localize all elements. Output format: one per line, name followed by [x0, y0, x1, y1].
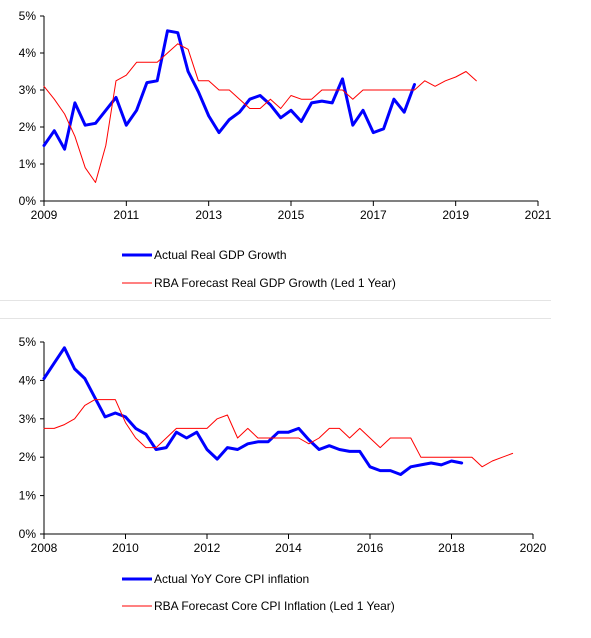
y-tick-label: 5% [19, 335, 37, 349]
legend-label: Actual YoY Core CPI inflation [154, 572, 309, 586]
core-cpi-chart-panel: 0% 1% 2% 3% 4% 5% 2008 2010 2012 2014 2016 2018 2020… [0, 318, 551, 637]
x-tick-label: 2009 [31, 208, 58, 222]
y-tick-label: 1% [19, 157, 37, 171]
y-tick-label: 2% [19, 450, 37, 464]
gdp-series-line-1 [42, 29, 416, 151]
x-tick-label: 2017 [360, 208, 387, 222]
y-tick-label: 2% [19, 120, 37, 134]
x-tick-label: 2010 [112, 541, 139, 555]
core-cpi-chart: 0% 1% 2% 3% 4% 5% 2008 2010 2012 2014 2016 2018 2020… [19, 335, 547, 613]
y-tick-label: 3% [19, 412, 37, 426]
y-tick-label: 1% [19, 489, 37, 503]
x-tick-label: 2012 [194, 541, 221, 555]
gdp-growth-chart: 0% 1% 2% 3% 4% 5% 2009 2011 2013 2015 2017 2019 2021… [19, 9, 552, 290]
legend-label: Actual Real GDP Growth [154, 248, 287, 262]
cpi-series-line-1 [42, 346, 464, 476]
x-tick-label: 2018 [438, 541, 465, 555]
gdp-growth-chart-panel: 0% 1% 2% 3% 4% 5% 2009 2011 2013 2015 2017 2019 2021… [0, 0, 552, 301]
y-tick-label: 4% [19, 373, 37, 387]
x-tick-label: 2008 [31, 541, 58, 555]
x-tick-label: 2019 [442, 208, 469, 222]
x-tick-label: 2015 [278, 208, 305, 222]
y-tick-label: 4% [19, 46, 37, 60]
y-tick-label: 0% [19, 194, 37, 208]
y-tick-label: 0% [19, 527, 37, 541]
x-tick-label: 2020 [520, 541, 547, 555]
gdp-series-line-2 [43, 43, 477, 183]
cpi-series-line-2 [43, 399, 514, 468]
x-tick-label: 2013 [195, 208, 222, 222]
legend-label: RBA Forecast Real GDP Growth (Led 1 Year… [154, 276, 396, 290]
x-tick-label: 2016 [357, 541, 384, 555]
legend-label: RBA Forecast Core CPI Inflation (Led 1 Y… [154, 599, 395, 613]
y-tick-label: 3% [19, 83, 37, 97]
x-tick-label: 2021 [525, 208, 552, 222]
y-tick-label: 5% [19, 9, 37, 23]
x-tick-label: 2011 [113, 208, 139, 222]
x-tick-label: 2014 [275, 541, 302, 555]
